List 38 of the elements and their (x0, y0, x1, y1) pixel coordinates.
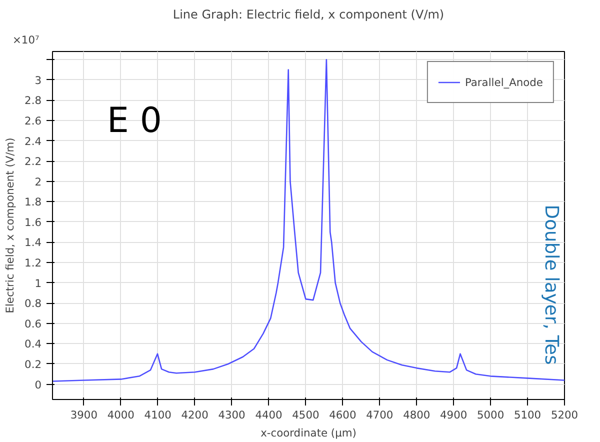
y-axis-title: Electric field, x component (V/m) (4, 138, 17, 314)
y-tick-label: 2.4 (24, 134, 42, 148)
x-tick-label: 4200 (181, 408, 209, 422)
x-tick-label: 4900 (440, 408, 468, 422)
chart-title: Line Graph: Electric field, x component (V/m) (172, 8, 444, 22)
annotation: Double layer, Tes (540, 204, 562, 365)
y-tick-label: 1 (34, 276, 42, 290)
y-tick-label: 1.2 (24, 256, 42, 270)
x-tick-label: 4400 (255, 408, 283, 422)
x-tick-label: 5000 (477, 408, 504, 422)
x-tick-label: 5100 (514, 408, 542, 422)
x-tick-label: 4700 (366, 408, 394, 422)
x-tick-label: 4600 (329, 408, 356, 422)
y-tick-label: 0.2 (24, 358, 42, 371)
x-tick-label: 4800 (403, 408, 430, 422)
y-tick-label: 0 (34, 378, 42, 392)
y-tick-label: 2.6 (24, 114, 42, 128)
legend-label: Parallel_Anode (464, 76, 543, 88)
x-tick-label: 4100 (144, 408, 172, 422)
y-tick-label: 0.4 (24, 338, 42, 351)
line-series (52, 58, 564, 382)
y-tick-label: 0.8 (24, 297, 42, 310)
x-tick-label: 3900 (70, 408, 98, 422)
y-tick-label: 1.8 (24, 196, 42, 209)
y-tick-label: 2.2 (24, 155, 42, 168)
y-tick-label: 0.6 (24, 317, 42, 330)
x-tick-label: 4500 (292, 408, 320, 422)
text: ×10⁷ (12, 34, 40, 46)
x-tick-label: 4000 (107, 408, 135, 422)
y-tick-label: 3 (34, 74, 42, 87)
y-tick-label: 1.6 (24, 216, 42, 229)
x-tick-label: 4300 (218, 408, 246, 422)
x-axis-title: x-coordinate (µm) (260, 426, 356, 440)
annotation: E 0 (106, 101, 162, 142)
y-tick-label: 1.4 (24, 236, 42, 250)
x-tick-label: 5200 (550, 408, 578, 422)
y-tick-label: 2 (34, 175, 42, 188)
y-tick-label: 2.8 (24, 94, 42, 108)
